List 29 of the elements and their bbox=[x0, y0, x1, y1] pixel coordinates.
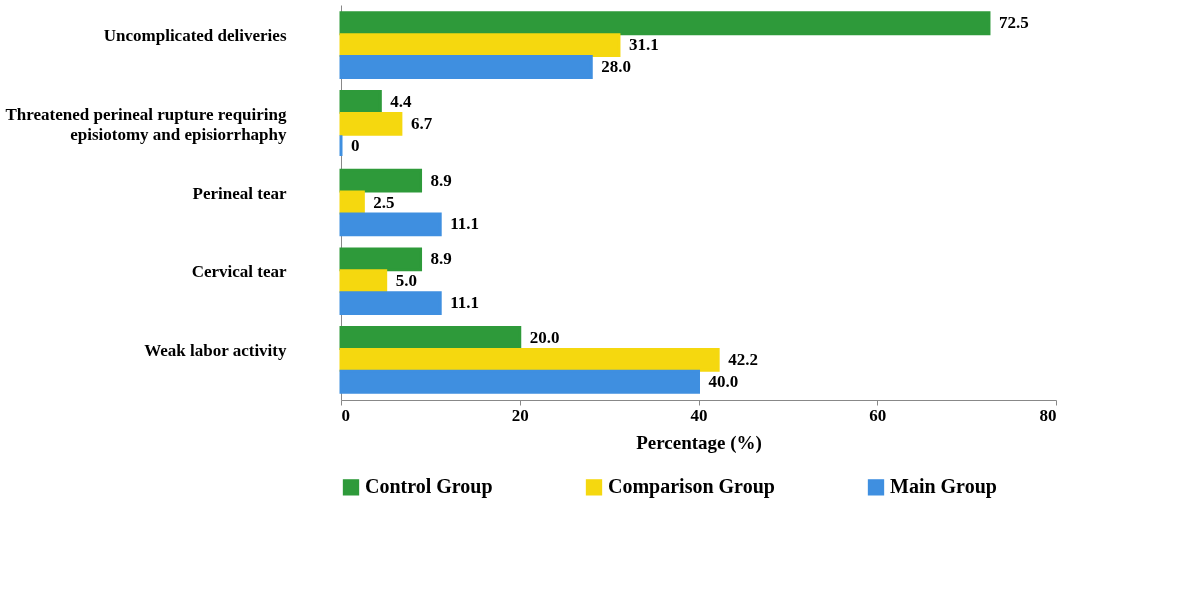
data-label: 0 bbox=[351, 135, 360, 155]
x-tick-label: 20 bbox=[511, 405, 529, 425]
data-label: 2.5 bbox=[373, 192, 395, 212]
data-label: 8.9 bbox=[430, 249, 452, 269]
data-label: 6.7 bbox=[410, 113, 433, 133]
x-tick-label: 60 bbox=[869, 405, 887, 425]
data-label: 72.5 bbox=[998, 13, 1029, 33]
data-label: 4.4 bbox=[390, 91, 413, 111]
data-label: 31.1 bbox=[628, 35, 659, 55]
y-tick-label: Cervical tear bbox=[191, 262, 287, 282]
x-axis-title: Percentage (%) bbox=[636, 431, 762, 454]
x-tick-label: 80 bbox=[1039, 405, 1057, 425]
legend-label: Comparison Group bbox=[608, 475, 775, 499]
data-label: 5.0 bbox=[395, 271, 417, 291]
data-label: 40.0 bbox=[708, 371, 739, 391]
y-tick-label: Threatened perineal rupture requiring episiotomy and episiorrhaphy bbox=[5, 104, 287, 144]
legend-label: Main Group bbox=[890, 475, 997, 499]
y-tick-label: Uncomplicated deliveries bbox=[103, 26, 287, 46]
data-label: 11.1 bbox=[450, 214, 480, 234]
data-label: 11.1 bbox=[450, 293, 480, 313]
y-tick-label: Weak labor activity bbox=[144, 340, 287, 360]
data-label: 42.2 bbox=[728, 349, 758, 369]
data-label: 8.9 bbox=[430, 170, 452, 190]
data-label: 20.0 bbox=[529, 328, 560, 347]
x-tick-label: 40 bbox=[690, 405, 708, 425]
x-tick-label: 0 bbox=[341, 405, 350, 425]
data-label: 28.0 bbox=[601, 57, 631, 76]
legend-label: Control Group bbox=[365, 475, 493, 499]
y-tick-label: Perineal tear bbox=[192, 183, 287, 203]
